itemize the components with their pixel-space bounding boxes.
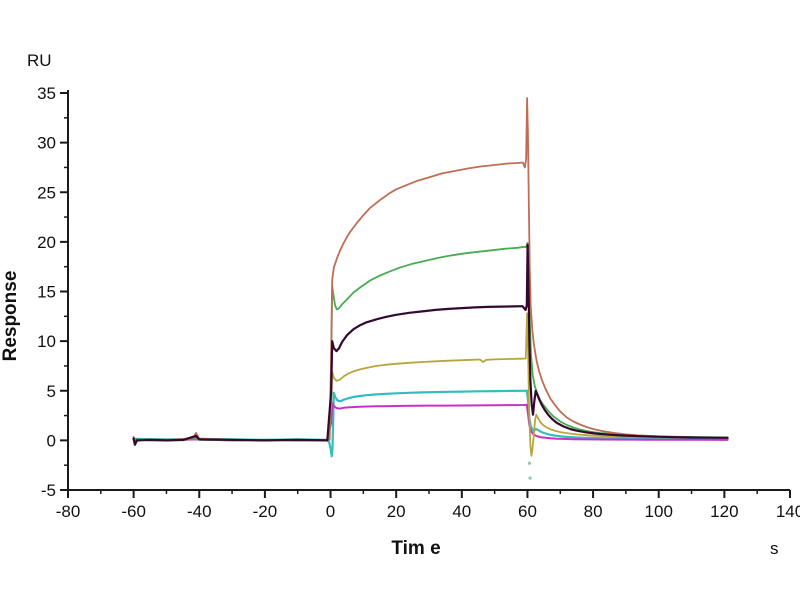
- artifact-dot: [527, 461, 532, 465]
- y-axis-unit-label: RU: [27, 51, 52, 70]
- x-tick-label: 0: [326, 502, 335, 521]
- x-axis-title: Tim e: [391, 538, 440, 559]
- plot-generated-layer: -5 0 5 10 15 20 25 30 35 -80 -60 -40 -20 0 20 40 60 80 100…: [37, 84, 800, 521]
- series-magenta-line: [132, 402, 729, 442]
- y-tick-label: 30: [37, 134, 56, 153]
- y-tick-label: 0: [47, 431, 56, 450]
- y-tick-label: -5: [41, 481, 56, 500]
- x-axis-unit-label: s: [770, 539, 779, 558]
- x-tick-label: -20: [253, 502, 278, 521]
- x-tick-label: 120: [710, 502, 738, 521]
- series-cyan-line: [132, 389, 729, 458]
- x-tick-label: 20: [387, 502, 406, 521]
- x-tick-label: 80: [584, 502, 603, 521]
- y-tick-label: 25: [37, 183, 56, 202]
- y-tick-label: 10: [37, 332, 56, 351]
- y-tick-label: 15: [37, 283, 56, 302]
- series-yellow-line: [132, 312, 729, 457]
- y-tick-label: 5: [47, 382, 56, 401]
- x-tick-label: 60: [518, 502, 537, 521]
- y-axis-title: Response: [0, 271, 21, 362]
- y-tick-label: 20: [37, 233, 56, 252]
- x-tick-label: -80: [56, 502, 81, 521]
- y-tick-label: 35: [37, 84, 56, 103]
- artifact-dot: [528, 476, 532, 480]
- x-tick-label: 140: [776, 502, 800, 521]
- x-tick-label: -40: [187, 502, 212, 521]
- series-dark-purple-line: [132, 243, 729, 446]
- x-tick-label: -60: [121, 502, 146, 521]
- x-tick-label: 40: [452, 502, 471, 521]
- series-salmon-line: [132, 97, 729, 443]
- series-green-line: [132, 242, 729, 442]
- x-tick-label: 100: [645, 502, 673, 521]
